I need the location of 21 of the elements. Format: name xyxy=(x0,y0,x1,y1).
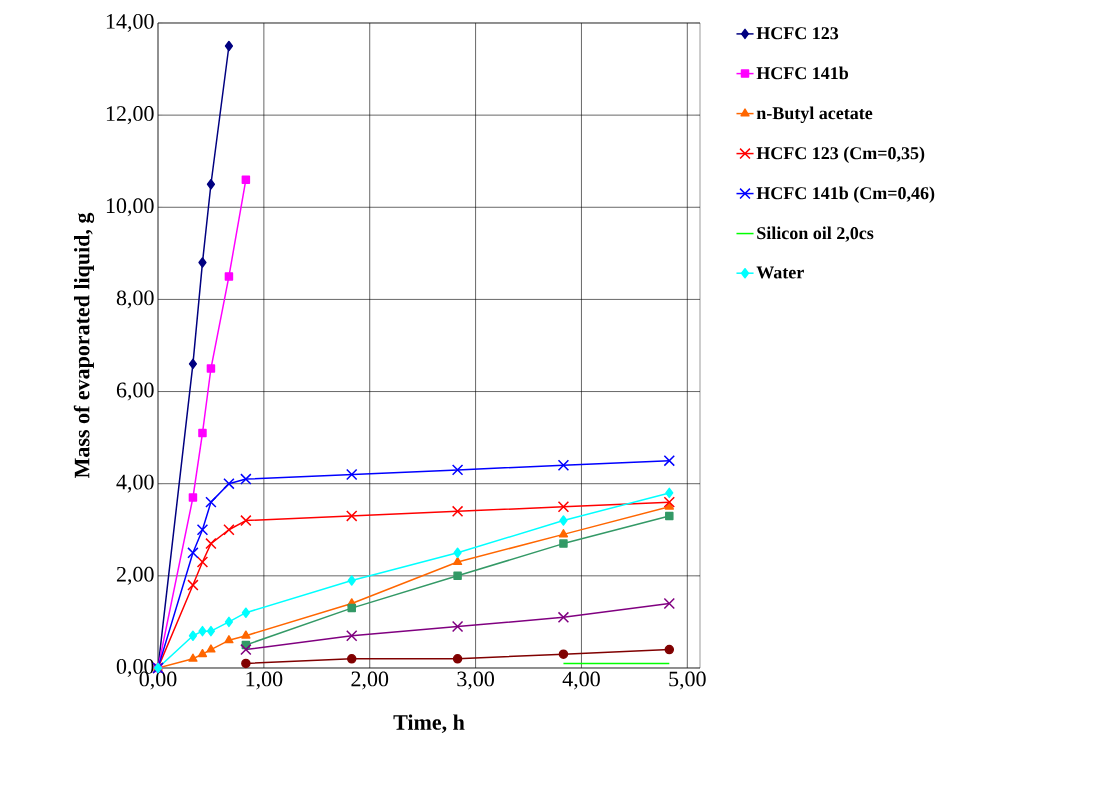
y-axis-title: Mass of evaporated liquid, g xyxy=(73,212,95,479)
legend-label: HCFC 123 xyxy=(756,27,839,40)
legend-label: n-Butyl acetate xyxy=(756,106,873,123)
x-tick-label: 1,00 xyxy=(246,671,283,690)
x-tick-label: 4,00 xyxy=(562,671,600,690)
legend-label: HCFC 123 (Cm=0,35) xyxy=(756,146,925,163)
y-tick-label: 8,00 xyxy=(116,290,154,309)
y-tick-label: 12,00 xyxy=(106,106,154,125)
y-tick-label: 6,00 xyxy=(116,382,154,401)
y-tick-label: 14,00 xyxy=(106,13,154,32)
y-tick-label: 10,00 xyxy=(106,198,154,217)
y-tick-label: 4,00 xyxy=(116,474,154,493)
y-tick-label: 2,00 xyxy=(116,566,154,585)
legend-label: HCFC 141b xyxy=(756,66,849,80)
x-axis-title: Time, h xyxy=(393,714,465,734)
x-tick-label: 5,00 xyxy=(669,671,706,690)
legend-label: Water xyxy=(756,266,804,279)
legend-label: Silicon oil 2,0cs xyxy=(757,226,874,242)
x-tick-label: 2,00 xyxy=(351,671,389,690)
x-tick-label: 3,00 xyxy=(457,671,494,690)
legend-label: HCFC 141b (Cm=0,46) xyxy=(756,186,935,203)
